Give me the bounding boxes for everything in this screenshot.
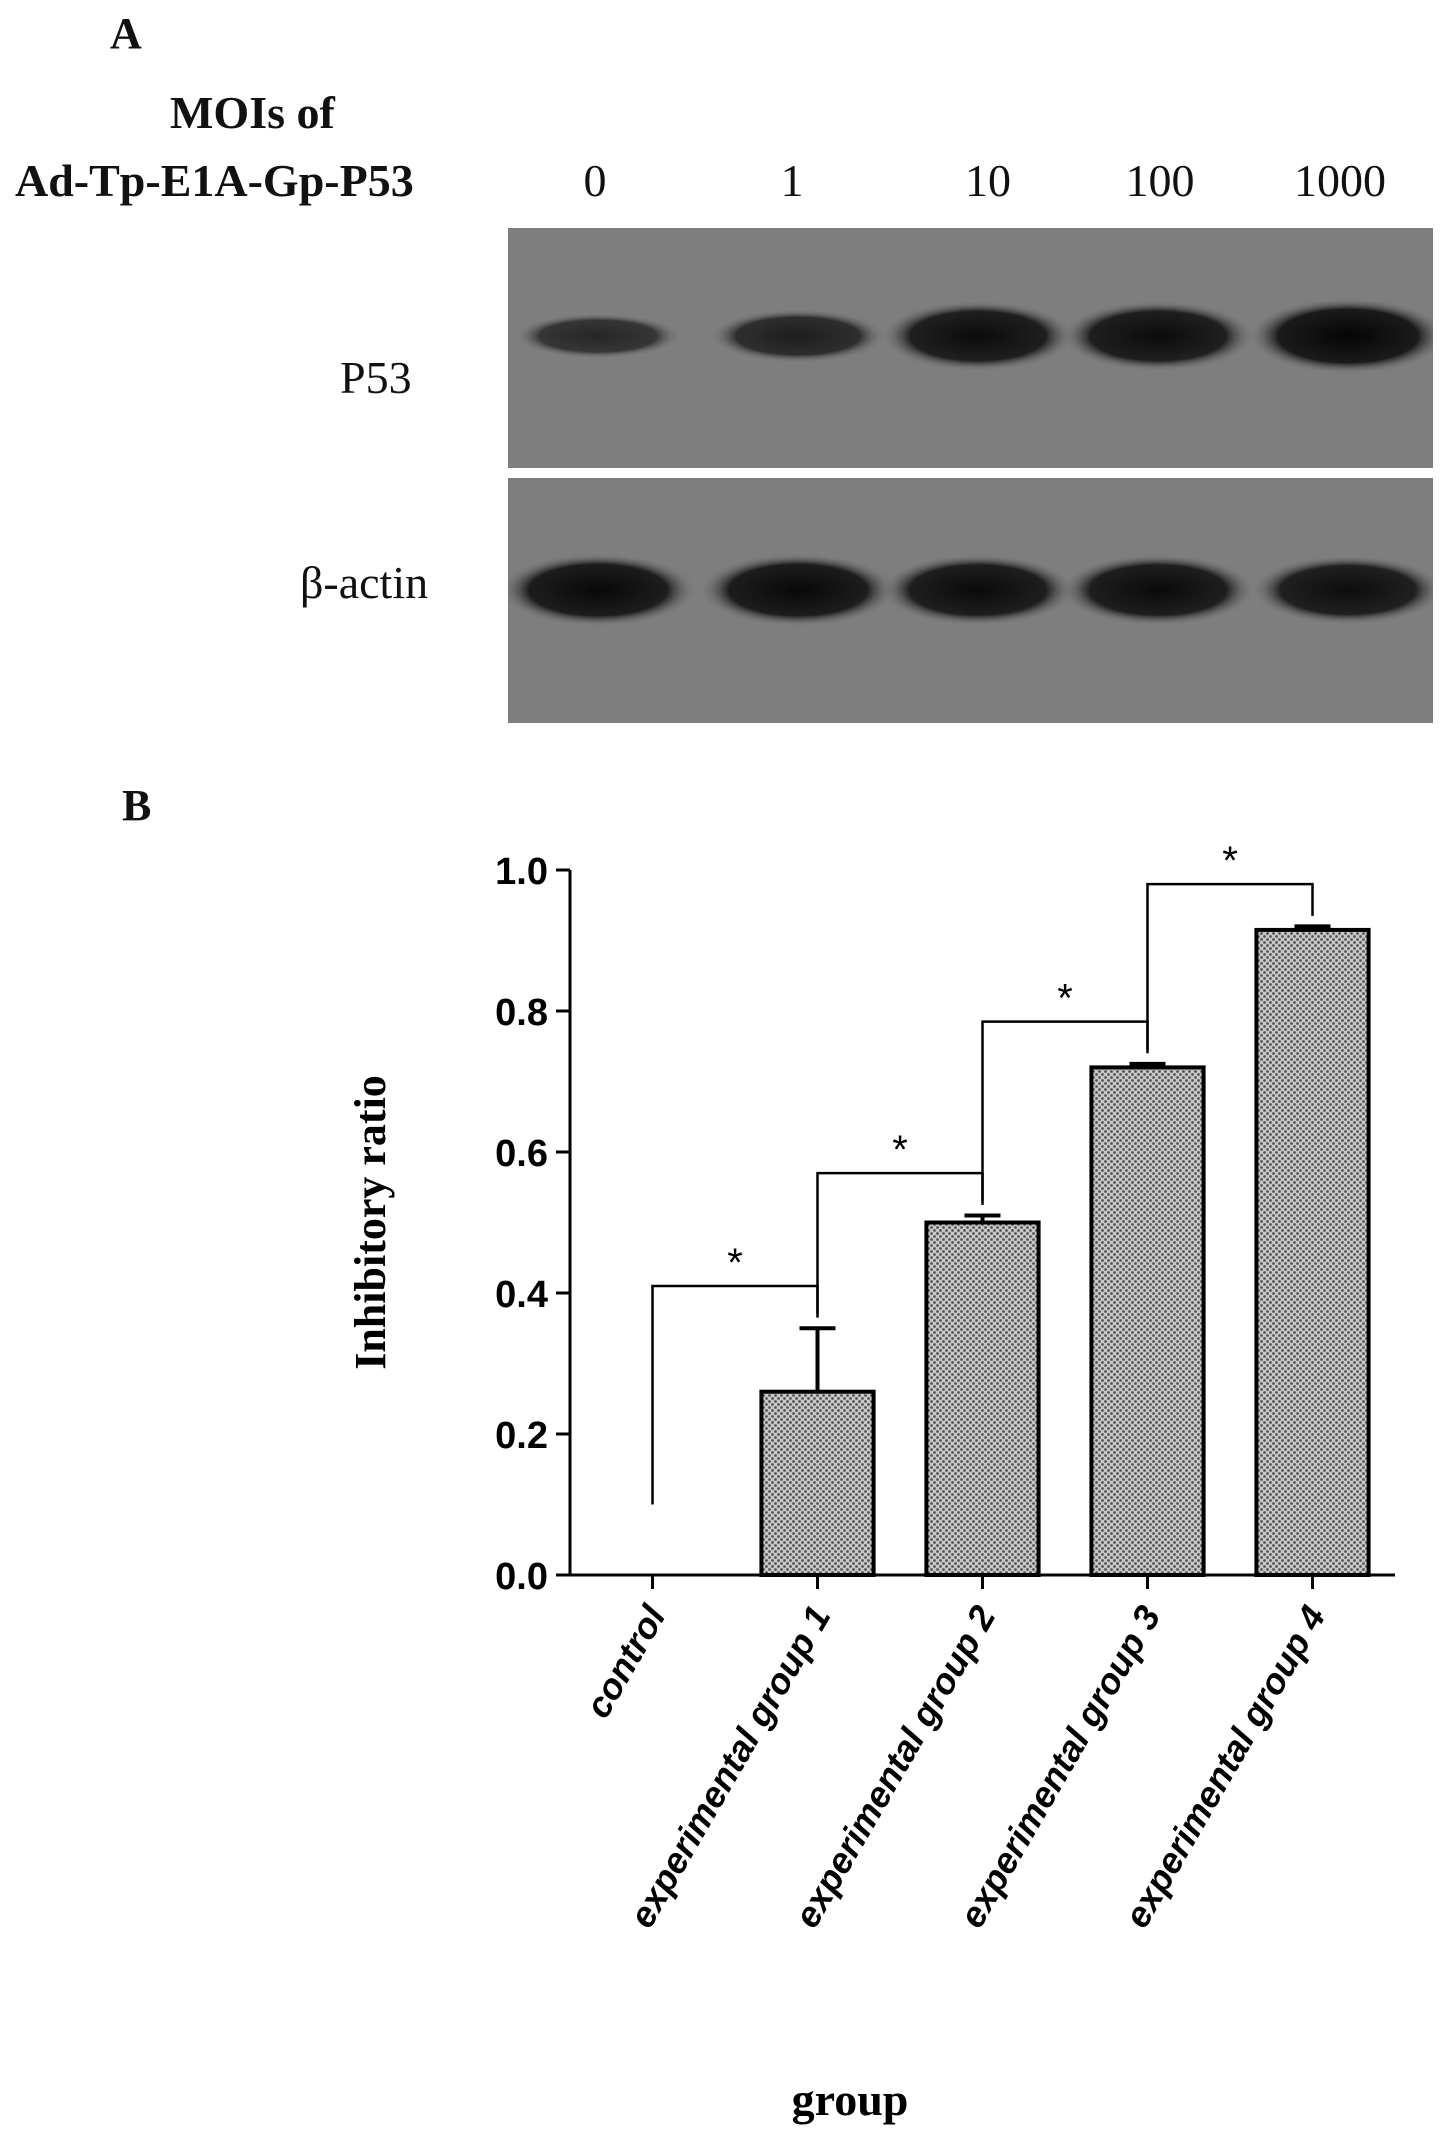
- beta-actin-band-4: [1251, 555, 1441, 625]
- moi-value-1: 1: [780, 155, 804, 206]
- moi-header-line2: Ad-Tp-E1A-Gp-P53: [15, 155, 414, 206]
- panel-a-label: A: [110, 9, 142, 58]
- x-tick-label-0: control: [577, 1598, 674, 1725]
- p53-blot: [508, 228, 1441, 468]
- y-tick-label-0: 0.0: [495, 1556, 548, 1598]
- significance-star-1: *: [892, 1128, 908, 1172]
- significance-star-0: *: [727, 1241, 743, 1285]
- beta-actin-band-label: β-actin: [300, 557, 429, 608]
- beta-actin-band-0: [499, 553, 697, 627]
- significance-bracket-3: [1146, 882, 1314, 1050]
- bar-chart: 0.0 0.2 0.4 0.6 0.8 1.0 Inhibitory ratio contro…: [346, 839, 1395, 2125]
- significance-star-3: *: [1222, 839, 1238, 883]
- moi-value-4: 1000: [1294, 155, 1386, 206]
- bar-4: [1254, 927, 1371, 1578]
- beta-actin-blot: [499, 478, 1441, 723]
- moi-value-3: 100: [1125, 155, 1195, 206]
- y-tick-label-3: 0.6: [495, 1133, 548, 1175]
- y-tick-label-1: 0.2: [495, 1415, 548, 1457]
- moi-value-0: 0: [583, 155, 607, 206]
- x-axis-label: group: [792, 2074, 909, 2125]
- p53-band-0: [514, 313, 682, 359]
- p53-band-2: [881, 300, 1075, 372]
- panel-b-label: B: [122, 781, 152, 830]
- p53-band-1: [710, 309, 886, 363]
- p53-band-3: [1061, 300, 1255, 372]
- p53-bands: [514, 298, 1441, 374]
- beta-actin-bands: [499, 553, 1441, 627]
- y-tick-label-5: 1.0: [495, 851, 548, 893]
- moi-header-line1: MOIs of: [170, 87, 335, 138]
- y-tick-label-4: 0.8: [495, 992, 548, 1034]
- significance-star-2: *: [1057, 977, 1073, 1021]
- bar-1: [759, 1389, 876, 1578]
- y-tick-label-2: 0.4: [495, 1274, 548, 1316]
- bar-3: [1089, 1065, 1206, 1577]
- moi-value-2: 10: [965, 155, 1011, 206]
- beta-actin-band-3: [1060, 554, 1256, 626]
- y-axis-label: Inhibitory ratio: [346, 1075, 395, 1370]
- p53-band-label: P53: [340, 352, 412, 403]
- bar-2: [924, 1220, 1041, 1577]
- p53-band-4: [1248, 298, 1441, 374]
- beta-actin-band-2: [880, 554, 1076, 626]
- beta-actin-band-1: [699, 553, 897, 627]
